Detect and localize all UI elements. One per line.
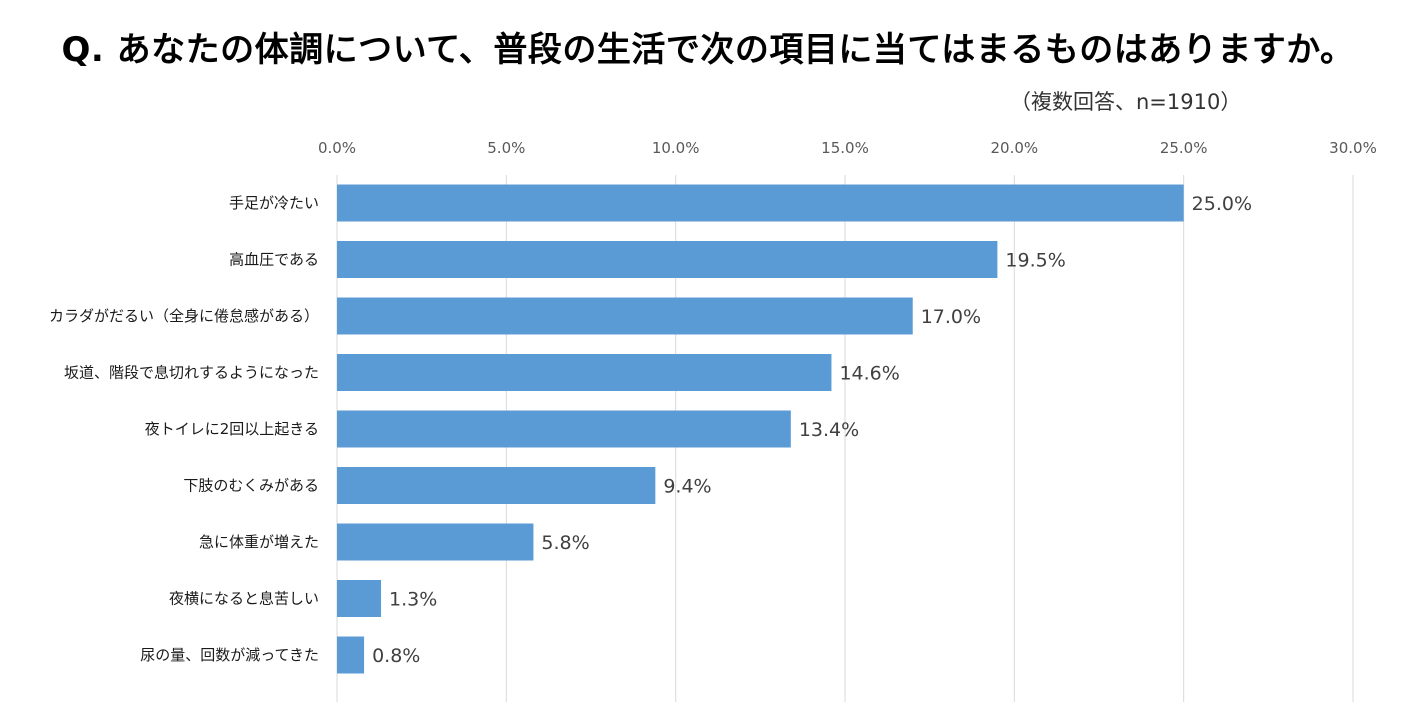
category-label: 夜横になると息苦しい [169,590,319,608]
data-label: 9.4% [663,476,711,498]
data-label: 14.6% [839,363,899,385]
bar [337,636,365,674]
chart-subtitle: （複数回答、n=1910） [1010,90,1242,114]
category-label: 高血圧である [229,251,319,269]
x-tick-label: 30.0% [1329,139,1377,157]
bar [337,580,382,617]
data-label: 0.8% [372,645,420,667]
x-tick-label: 15.0% [821,139,869,157]
data-label: 17.0% [921,306,981,328]
bar [337,467,656,504]
x-tick-label: 25.0% [1160,139,1208,157]
x-tick-label: 10.0% [652,139,700,157]
category-label: 下肢のむくみがある [183,477,319,495]
data-label: 19.5% [1005,250,1065,272]
x-tick-label: 20.0% [991,139,1039,157]
data-label: 1.3% [389,589,437,611]
bar [337,241,998,278]
bar [337,354,832,391]
category-label: 手足が冷たい [229,194,319,212]
bar [337,410,791,448]
bar [337,297,913,335]
data-label: 13.4% [799,419,859,441]
data-label: 5.8% [541,532,589,554]
x-tick-label: 0.0% [318,139,356,157]
category-label: 尿の量、回数が減ってきた [140,646,319,664]
category-label: 坂道、階段で息切れするようになった [64,364,319,382]
data-label: 25.0% [1192,193,1252,215]
bar [337,184,1184,222]
x-tick-label: 5.0% [487,139,525,157]
category-label: 夜トイレに2回以上起きる [145,420,319,438]
category-label: 急に体重が増えた [199,533,319,551]
category-label: カラダがだるい（全身に倦怠感がある） [49,307,319,325]
chart-title: Q. あなたの体調について、普段の生活で次の項目に当てはまるものはありますか。 [61,30,1355,70]
bar [337,523,534,561]
